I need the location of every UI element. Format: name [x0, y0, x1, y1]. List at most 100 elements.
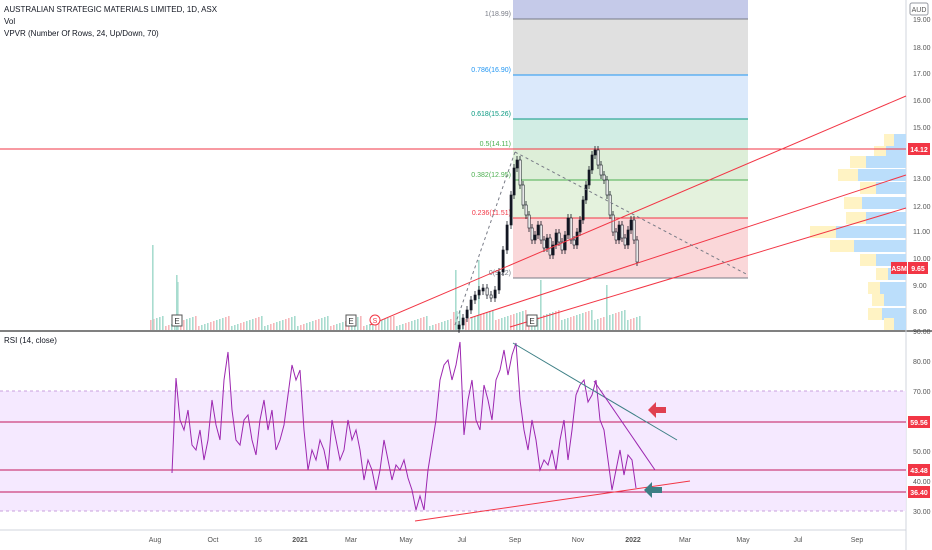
- volume-bar: [336, 324, 338, 330]
- earnings-marker[interactable]: E: [174, 317, 179, 326]
- volume-bar: [612, 314, 614, 330]
- price-tick-label: 16.00: [913, 98, 931, 105]
- candle-body: [485, 287, 489, 296]
- volume-bar: [639, 316, 641, 330]
- price-badge[interactable]: [908, 262, 928, 274]
- volume-bar: [390, 317, 392, 330]
- volume-bar: [408, 322, 410, 330]
- volume-bar: [576, 315, 578, 330]
- candle-body: [521, 184, 525, 206]
- volume-bar: [342, 322, 344, 330]
- vpvr-row: [894, 134, 906, 146]
- volume-bar: [456, 311, 458, 330]
- volume-bar: [459, 310, 461, 330]
- fib-zone: [513, 180, 748, 218]
- time-tick-label: Oct: [208, 537, 219, 544]
- candle-body: [512, 167, 516, 196]
- volume-bar: [246, 321, 248, 330]
- candlestick-series[interactable]: [457, 146, 639, 333]
- fib-level-label: 0.382(12.95): [471, 172, 511, 179]
- time-tick-label: 2021: [292, 537, 308, 544]
- fib-zone: [513, 0, 748, 19]
- volume-bar: [393, 316, 395, 330]
- volume-bar: [630, 319, 632, 330]
- volume-bar: [621, 311, 623, 330]
- volume-bar: [381, 320, 383, 330]
- price-badge[interactable]: [908, 143, 930, 155]
- volume-bar: [519, 312, 521, 330]
- volume-bar: [594, 320, 596, 330]
- time-axis[interactable]: Aug Oct 16 2021 Mar May Jul Sep Nov 2022 Mar May Jul…: [149, 537, 864, 544]
- rsi-short-trendline[interactable]: [593, 380, 656, 471]
- parallel-channel[interactable]: [369, 95, 907, 328]
- volume-bar: [426, 316, 428, 330]
- price-tick-label: 11.00: [913, 229, 930, 236]
- candle-body: [461, 317, 465, 326]
- time-tick-label: Mar: [679, 537, 692, 544]
- rsi-tick-label: 90.00: [913, 329, 931, 336]
- candle-body: [533, 234, 537, 241]
- volume-bar: [258, 317, 260, 330]
- candle-body: [620, 224, 624, 239]
- volume-bar: [306, 323, 308, 330]
- symbol-title: AUSTRALIAN STRATEGIC MATERIALS LIMITED, …: [4, 5, 218, 14]
- volume-bar: [624, 310, 626, 330]
- event-markers[interactable]: E E S E: [171, 314, 538, 327]
- fib-zone: [513, 19, 748, 75]
- volume-bar: [210, 322, 212, 330]
- price-badge-label: 9.65: [911, 266, 925, 273]
- time-tick-label: 2022: [625, 537, 641, 544]
- rsi-badge[interactable]: [908, 464, 930, 476]
- price-axis[interactable]: 19.00 18.00 17.00 16.00 15.00 13.00 12.00 11.00…: [891, 17, 931, 316]
- rsi-axis[interactable]: 90.00 80.00 70.00 50.00 40.00 30.00 59.56 43.48…: [908, 329, 931, 516]
- candle-body: [497, 271, 501, 291]
- vpvr-row: [854, 240, 906, 252]
- volume-bar: [177, 282, 179, 330]
- rsi-line[interactable]: [171, 341, 637, 511]
- earnings-marker[interactable]: E: [529, 317, 534, 326]
- vpvr-row: [862, 197, 906, 209]
- currency-badge[interactable]: [909, 2, 929, 16]
- volume-bar: [636, 317, 638, 330]
- price-badge-label: ASM: [891, 266, 907, 273]
- candle-body: [581, 199, 585, 221]
- rsi-pane[interactable]: [0, 341, 906, 522]
- volume-bar: [282, 320, 284, 330]
- volume-bar: [474, 316, 476, 330]
- rsi-support-trendline[interactable]: [414, 480, 691, 522]
- fib-retracement[interactable]: 1(18.99) 0.786(16.90) 0.618(15.26) 0.5(14.1…: [471, 0, 748, 279]
- earnings-marker[interactable]: E: [348, 317, 353, 326]
- price-badge[interactable]: [891, 262, 907, 274]
- time-tick-label: Sep: [851, 537, 864, 544]
- volume-bar: [492, 310, 494, 330]
- volume-bar: [564, 319, 566, 330]
- vpvr-row-down: [884, 134, 894, 146]
- candle-body: [539, 224, 543, 241]
- rsi-badge-label: 36.40: [910, 490, 928, 497]
- volume-bar: [609, 315, 611, 330]
- rsi-badge[interactable]: [908, 486, 930, 498]
- candle-body: [626, 229, 630, 246]
- vpvr-row-down: [868, 308, 882, 320]
- volume-bar: [165, 326, 167, 330]
- volume-bar: [567, 318, 569, 330]
- volume-bar: [549, 313, 551, 330]
- volume-bar: [591, 310, 593, 330]
- rsi-badge[interactable]: [908, 416, 930, 428]
- fib-level-label: 0.786(16.90): [471, 67, 511, 74]
- rsi-resistance-trendline[interactable]: [512, 342, 678, 441]
- volume-bar: [228, 316, 230, 330]
- volume-bar: [423, 317, 425, 330]
- volume-bar: [152, 245, 154, 330]
- volume-bar: [465, 319, 467, 330]
- vpvr-label: VPVR (Number Of Rows, 24, Up/Down, 70): [4, 29, 159, 38]
- volume-bar: [570, 317, 572, 330]
- vpvr-row: [880, 282, 906, 294]
- volume-bar: [270, 324, 272, 330]
- candle-body: [566, 217, 570, 236]
- fib-trend-dashed: [454, 151, 516, 326]
- volume-bar: [153, 319, 155, 330]
- split-marker[interactable]: S: [373, 318, 378, 325]
- candle-body: [465, 309, 469, 319]
